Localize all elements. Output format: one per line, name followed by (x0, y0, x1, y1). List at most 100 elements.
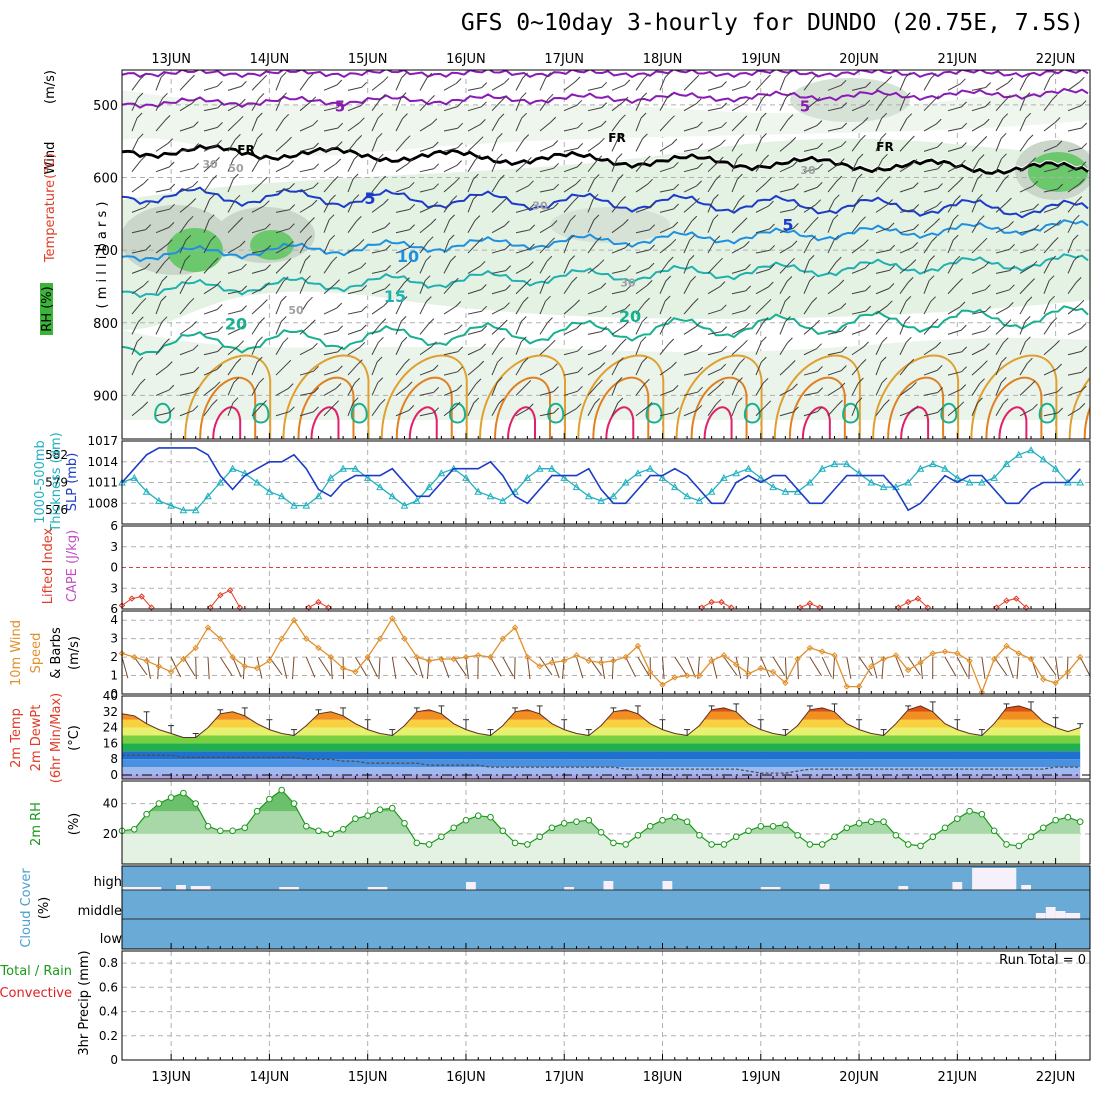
wind-barb (404, 277, 410, 283)
wind-barb (131, 406, 144, 417)
wind-barb (331, 256, 338, 263)
chart-title: GFS 0~10day 3-hourly for DUNDO (20.75E, … (460, 10, 1084, 36)
dewpoint-line (122, 754, 1081, 774)
wind-barb (995, 99, 1006, 112)
wind-barb (480, 343, 487, 350)
wind-barb (683, 281, 692, 294)
wind-barb (875, 159, 883, 172)
wind-barb (611, 362, 619, 376)
wind10-marker (229, 653, 236, 661)
wind-barb (145, 224, 152, 230)
wind-barb (875, 361, 882, 376)
wind-barb (696, 344, 703, 351)
wind-barb (371, 305, 384, 315)
wind-barb (527, 261, 534, 267)
wind10-marker (143, 657, 150, 665)
wind-barb (240, 263, 247, 270)
wind-barb (1019, 301, 1028, 315)
wind-barb (707, 309, 722, 315)
wind-barb (499, 337, 505, 344)
lifted-index-marker (708, 598, 715, 606)
wind-barb (1001, 153, 1007, 160)
wind10-marker (499, 635, 507, 642)
wind10-marker (389, 615, 396, 622)
wind-barb (827, 107, 842, 112)
wind-barb (443, 351, 458, 356)
lifted-index-line (210, 589, 241, 608)
wind-barb (563, 104, 578, 112)
wind-barb (467, 289, 482, 295)
wind-barb (779, 365, 791, 376)
wind10-marker (438, 655, 445, 663)
cloud-high-bar (279, 887, 299, 890)
rh-marker (818, 841, 826, 848)
wind-barb (875, 98, 885, 111)
contour-label: 5 (800, 98, 810, 116)
wind-barb (923, 188, 938, 193)
wind-barb (913, 204, 920, 210)
wind-barb (827, 330, 842, 335)
wind-barb (515, 385, 527, 396)
wind-barb (189, 74, 195, 81)
wind-barb (971, 289, 986, 295)
wind-barb (256, 356, 263, 363)
wind-barb (443, 389, 458, 396)
isotherm-20-small (252, 402, 270, 424)
wind-barb (491, 248, 506, 254)
wind-barb (523, 134, 530, 140)
isotherm-35 (703, 406, 733, 439)
rh-marker (413, 839, 421, 847)
contour-label: 30 (202, 158, 218, 171)
wind-barb (443, 406, 456, 417)
thickness-marker (879, 483, 888, 491)
wind-barb (323, 199, 331, 213)
wind-barb (947, 329, 962, 335)
wind-barb (851, 199, 859, 213)
wind-barb (563, 281, 573, 295)
thickness-marker (167, 501, 175, 509)
wind-barb (443, 127, 458, 132)
wind-barb (594, 398, 601, 404)
wind-barb (139, 73, 146, 80)
wind-barb (731, 382, 738, 396)
thickness-marker (290, 501, 298, 509)
wind-barb (731, 363, 741, 376)
wind-barb (683, 185, 697, 193)
rh-marker (352, 815, 359, 823)
wind-barb (353, 194, 360, 201)
wind-barb (505, 243, 511, 250)
wind-barb (443, 239, 450, 254)
wind-barb (664, 71, 671, 78)
pressure-tick-label: 600 (93, 172, 118, 187)
wind-barb (889, 244, 896, 251)
wind-barb (673, 407, 680, 414)
rh-area (122, 790, 1081, 864)
wind-barb (971, 123, 985, 132)
wind-barb (923, 78, 932, 91)
wind-barb (981, 237, 988, 244)
wind-barb (155, 226, 170, 234)
wind-barb (860, 216, 866, 223)
wind10-barb (760, 656, 771, 678)
rh-marker (1027, 833, 1035, 841)
rh-marker (364, 812, 372, 820)
wind-barb (371, 382, 379, 396)
wind-barb (1032, 180, 1039, 187)
wind-barb (323, 351, 338, 356)
wind-barb (683, 220, 693, 233)
wind-barb (481, 82, 488, 88)
ylabel-lifted-index: Lifted Index (41, 527, 56, 604)
wind-barb (923, 301, 932, 315)
wind-barb (587, 367, 601, 376)
wind-barb (659, 300, 666, 315)
wind-barb (323, 284, 335, 295)
wind-barb (553, 183, 560, 190)
wind-barb (720, 363, 727, 370)
wind-barb (235, 134, 241, 140)
wind-barb (779, 188, 794, 193)
wind-barb (525, 380, 532, 386)
wind10-marker (241, 663, 249, 670)
wind-barb (646, 401, 653, 408)
wind10-tick-label: 1 (110, 669, 118, 683)
